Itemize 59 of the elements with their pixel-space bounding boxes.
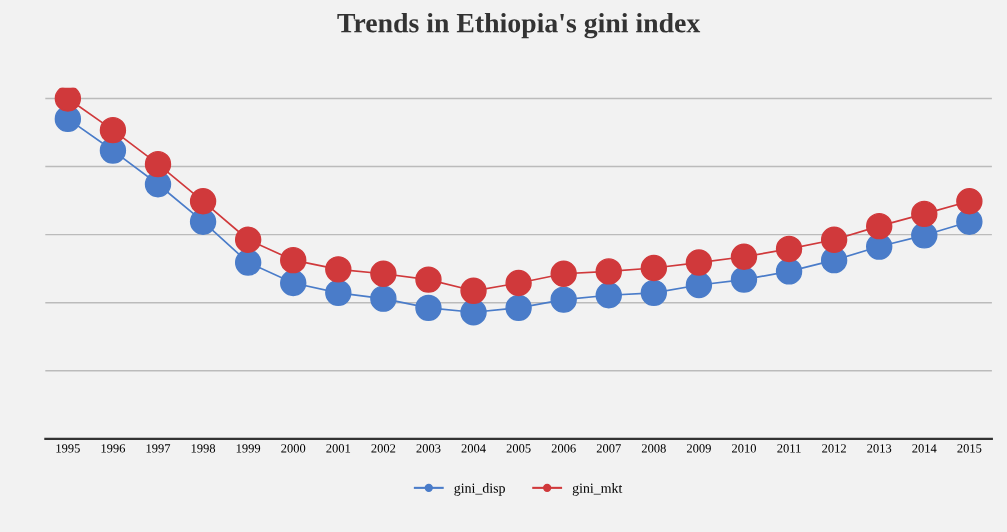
point [911,200,938,228]
x-tick-label: 2006 [551,444,576,453]
point [730,243,758,270]
point [550,260,577,287]
point [640,254,668,282]
point [685,271,713,299]
point [144,150,172,178]
x-tick-label: 1995 [56,444,80,453]
point [595,258,622,285]
point [280,269,307,297]
point [640,279,668,307]
point [550,286,577,313]
point [54,87,82,112]
x-tick-label: 2011 [777,444,801,453]
point [280,246,307,274]
point [820,226,848,253]
x-tick-label: 2002 [371,444,396,453]
point [775,258,803,285]
x-tick-label: 1996 [101,444,126,453]
x-tick-label: 2001 [326,444,351,453]
point [370,285,397,312]
x-tick-label: 2010 [732,444,756,453]
x-tick-label: 2003 [416,444,441,453]
x-tick-label: 2015 [957,444,982,453]
point [775,235,803,263]
point [415,294,442,322]
x-tick-label: 2012 [822,444,846,453]
point [685,249,713,276]
point [595,282,622,309]
point [911,222,938,249]
point [189,188,217,215]
x-tick-label: 2009 [686,444,711,453]
point [234,226,262,253]
point [505,294,532,322]
x-tick-label: 2014 [912,444,937,453]
legend-label: gini_disp [454,483,505,496]
legend-label: gini_mkt [572,483,623,496]
point [325,256,352,283]
x-tick-label: 2000 [281,444,306,453]
x-tick-label: 1998 [191,444,216,453]
x-tick-label: 1997 [146,444,171,453]
x-tick-label: 2013 [867,444,892,453]
point [99,116,127,144]
point [325,279,352,307]
point [866,212,893,240]
point [460,299,487,326]
point [415,266,442,293]
x-tick-label: 2008 [641,444,666,453]
x-tick-label: 2005 [506,444,531,453]
point [460,277,487,305]
x-tick-label: 2007 [596,444,621,453]
point [730,266,758,293]
chart-title: Trends in Ethiopia's gini index [337,12,701,39]
point [234,249,262,276]
point [956,188,983,215]
point [370,260,397,287]
point [505,269,532,297]
x-tick-label: 1999 [236,444,261,453]
x-tick-label: 2004 [461,444,486,453]
